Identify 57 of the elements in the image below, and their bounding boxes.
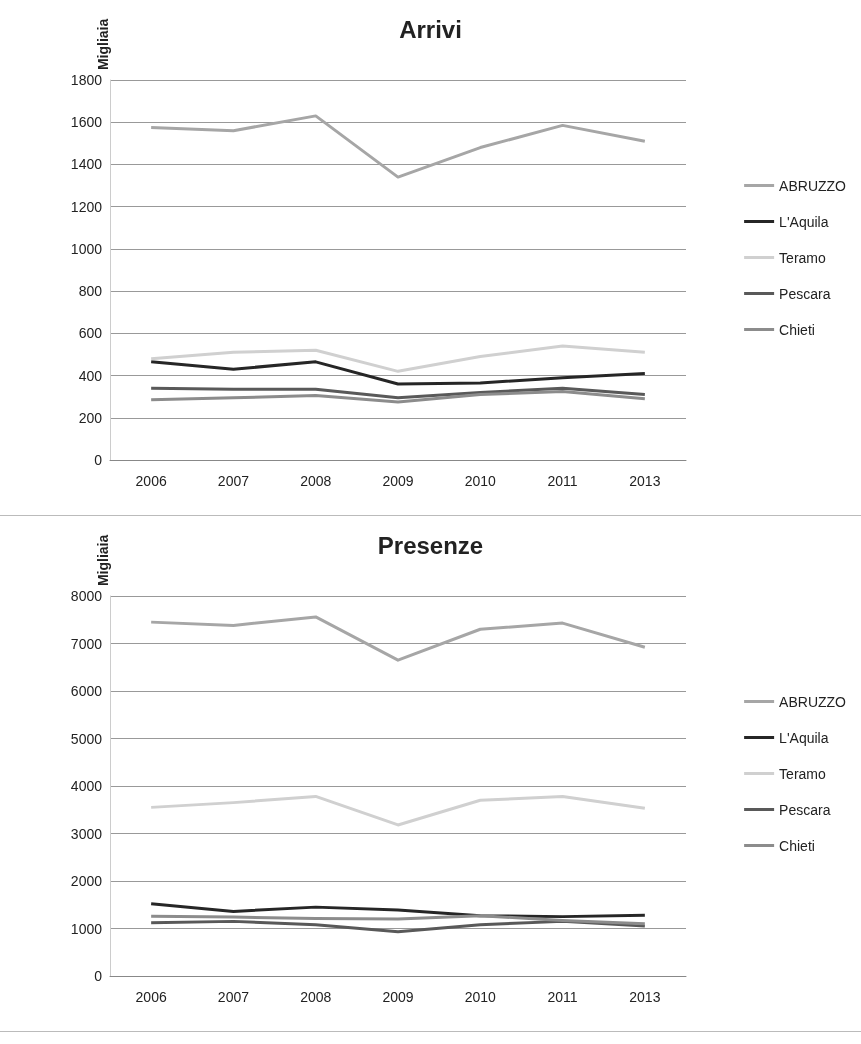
y-tick-label: 800	[78, 283, 103, 300]
line-series	[149, 389, 647, 404]
x-tick-label: 2006	[135, 473, 167, 489]
y-tick-label: 1000	[70, 240, 103, 257]
chart-title: Arrivi	[399, 15, 462, 43]
legend-label: ABRUZZO	[779, 177, 847, 194]
line-series	[149, 386, 647, 400]
y-axis-title: Migliaia	[95, 534, 111, 587]
line-series	[149, 615, 647, 662]
chart-title: Presenze	[377, 531, 484, 559]
line-series	[149, 902, 647, 919]
y-tick-label: 5000	[70, 730, 103, 747]
y-tick-label: 2000	[70, 873, 103, 889]
legend-label: L'Aquila	[779, 729, 829, 746]
legend-label: Chieti	[779, 837, 815, 854]
x-tick-label: 2010	[464, 989, 497, 1005]
x-tick-label: 2007	[217, 473, 250, 489]
line-series	[149, 344, 647, 373]
x-tick-label: 2013	[629, 473, 661, 489]
legend-label: ABRUZZO	[779, 693, 847, 710]
y-axis-title: Migliaia	[95, 18, 111, 71]
x-tick-label: 2008	[300, 473, 332, 489]
line-series	[149, 360, 647, 386]
y-tick-label: 200	[78, 409, 103, 426]
y-tick-label: 4000	[70, 778, 103, 794]
y-tick-label: 7000	[70, 635, 103, 652]
y-tick-label: 6000	[70, 683, 103, 699]
line-series	[149, 919, 647, 934]
x-tick-label: 2009	[382, 989, 414, 1005]
x-tick-label: 2006	[135, 989, 167, 1005]
legend-label: Pescara	[779, 801, 831, 818]
legend-label: Teramo	[779, 249, 827, 266]
y-tick-label: 0	[94, 968, 103, 984]
y-tick-label: 1800	[70, 72, 103, 88]
line-series	[149, 794, 647, 827]
y-tick-label: 1400	[70, 156, 103, 173]
y-tick-label: 3000	[70, 825, 103, 842]
x-tick-label: 2007	[217, 989, 250, 1005]
x-tick-label: 2009	[382, 473, 414, 489]
legend-label: L'Aquila	[779, 213, 829, 230]
legend-label: Chieti	[779, 321, 815, 338]
x-tick-label: 2008	[300, 989, 332, 1005]
y-tick-label: 1200	[70, 198, 103, 215]
x-tick-label: 2011	[547, 989, 578, 1005]
legend-label: Teramo	[779, 765, 827, 782]
y-tick-label: 600	[78, 325, 103, 342]
x-tick-label: 2011	[547, 473, 578, 489]
line-series	[149, 114, 647, 179]
legend-label: Pescara	[779, 285, 831, 302]
line-series	[149, 914, 647, 926]
x-tick-label: 2013	[629, 989, 661, 1005]
y-tick-label: 8000	[70, 588, 103, 604]
x-tick-label: 2010	[464, 473, 497, 489]
y-tick-label: 1600	[70, 114, 103, 131]
y-tick-label: 1000	[70, 920, 103, 937]
y-tick-label: 0	[94, 452, 103, 468]
y-tick-label: 400	[78, 367, 103, 384]
